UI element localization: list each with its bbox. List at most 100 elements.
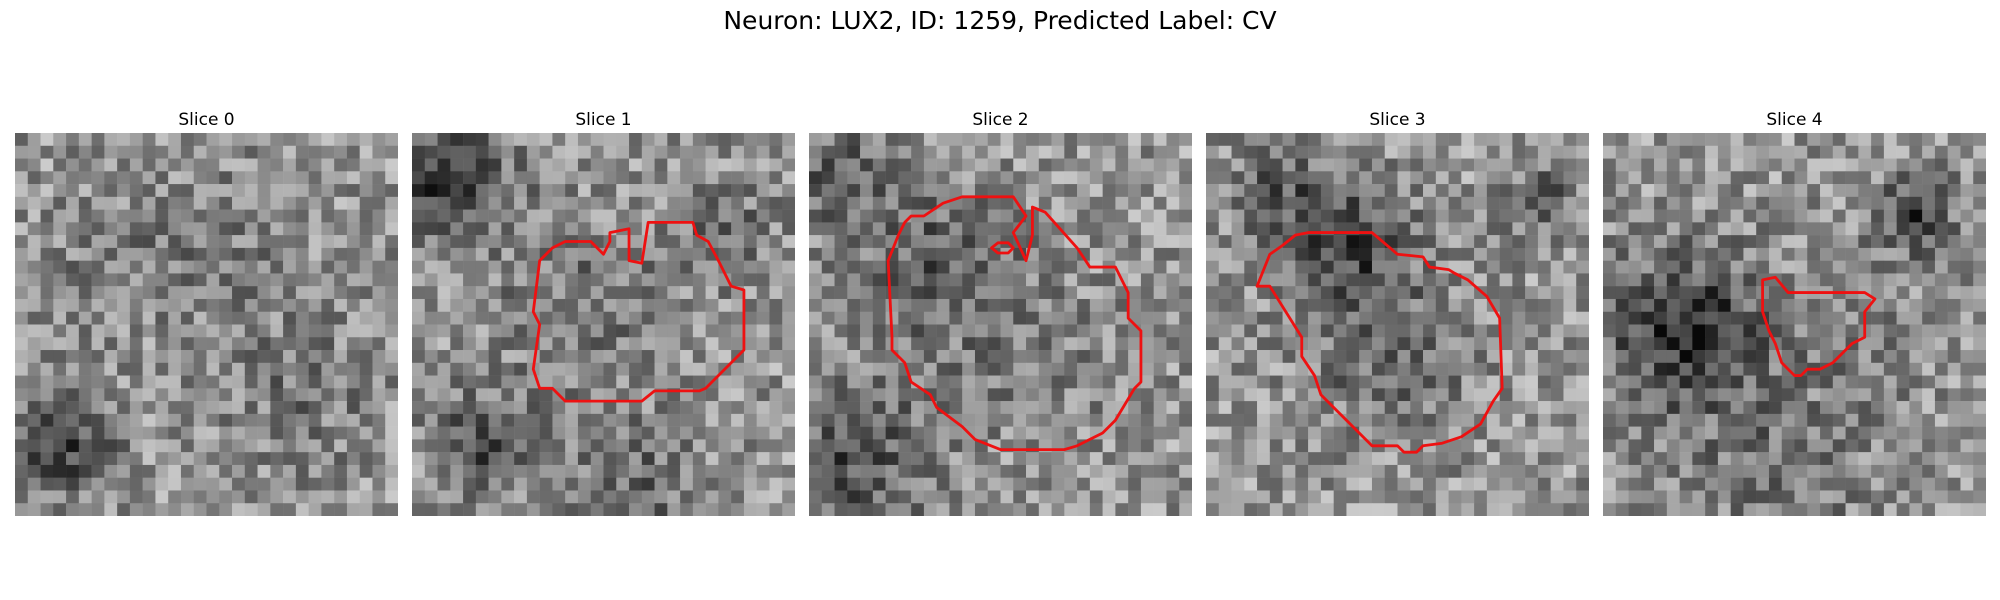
pixel <box>705 464 719 478</box>
pixel <box>1448 388 1462 402</box>
pixel <box>346 171 360 185</box>
pixel <box>1486 426 1500 440</box>
pixel <box>769 452 783 466</box>
pixel <box>1845 260 1859 274</box>
pixel <box>1000 286 1014 300</box>
pixel <box>731 439 745 453</box>
pixel <box>463 260 477 274</box>
pixel <box>1832 158 1846 172</box>
pixel <box>15 273 29 287</box>
pixel <box>1641 337 1655 351</box>
pixel <box>232 350 246 364</box>
pixel <box>641 375 655 389</box>
pixel <box>1717 413 1731 427</box>
pixel <box>680 362 694 376</box>
pixel <box>488 337 502 351</box>
pixel <box>692 196 706 210</box>
pixel <box>1435 196 1449 210</box>
pixel <box>821 464 835 478</box>
pixel <box>1153 311 1167 325</box>
pixel <box>629 247 643 261</box>
pixel <box>66 375 80 389</box>
pixel <box>1973 503 1986 516</box>
pixel <box>718 375 732 389</box>
pixel <box>1768 235 1782 249</box>
pixel <box>1064 375 1078 389</box>
pixel <box>1934 260 1948 274</box>
pixel <box>1807 311 1821 325</box>
pixel <box>1973 247 1986 261</box>
pixel <box>667 273 681 287</box>
pixel <box>756 158 770 172</box>
pixel <box>385 311 398 325</box>
pixel <box>1474 196 1488 210</box>
pixel <box>654 490 668 504</box>
pixel <box>680 452 694 466</box>
pixel <box>1768 184 1782 198</box>
pixel <box>1666 235 1680 249</box>
pixel <box>603 477 617 491</box>
pixel <box>1820 133 1834 147</box>
slice-image <box>412 133 795 516</box>
pixel <box>1743 477 1757 491</box>
pixel <box>78 286 92 300</box>
pixel <box>743 273 757 287</box>
pixel <box>1909 273 1923 287</box>
pixel <box>667 413 681 427</box>
pixel <box>155 337 169 351</box>
pixel <box>872 388 886 402</box>
pixel <box>1550 350 1564 364</box>
pixel <box>1282 260 1296 274</box>
pixel <box>308 477 322 491</box>
pixel <box>1333 171 1347 185</box>
pixel <box>295 273 309 287</box>
pixel <box>1384 298 1398 312</box>
pixel <box>1115 184 1129 198</box>
pixel <box>437 235 451 249</box>
pixel <box>501 222 515 236</box>
pixel <box>283 298 297 312</box>
pixel <box>321 273 335 287</box>
pixel <box>539 196 553 210</box>
pixel <box>1013 260 1027 274</box>
pixel <box>91 196 105 210</box>
pixel <box>1115 464 1129 478</box>
pixel <box>1512 362 1526 376</box>
pixel <box>1871 426 1885 440</box>
pixel <box>974 171 988 185</box>
pixel <box>1858 490 1872 504</box>
pixel <box>475 324 489 338</box>
pixel <box>1140 145 1154 159</box>
pixel <box>1858 388 1872 402</box>
pixel <box>1922 401 1936 415</box>
pixel <box>834 439 848 453</box>
pixel <box>78 133 92 147</box>
pixel <box>1257 184 1271 198</box>
pixel <box>27 388 41 402</box>
pixel <box>1448 401 1462 415</box>
pixel <box>1807 222 1821 236</box>
pixel <box>334 413 348 427</box>
pixel <box>1140 503 1154 516</box>
pixel <box>1397 260 1411 274</box>
pixel <box>488 184 502 198</box>
pixel <box>1140 388 1154 402</box>
pixel <box>180 209 194 223</box>
pixel <box>1244 209 1258 223</box>
pixel <box>1909 247 1923 261</box>
pixel <box>1550 298 1564 312</box>
pixel <box>1807 171 1821 185</box>
pixel <box>616 298 630 312</box>
pixel <box>1603 490 1617 504</box>
pixel <box>1089 286 1103 300</box>
pixel <box>705 388 719 402</box>
pixel <box>1973 222 1986 236</box>
pixel <box>321 477 335 491</box>
pixel <box>53 324 67 338</box>
pixel <box>1333 350 1347 364</box>
pixel <box>1179 362 1192 376</box>
pixel <box>1896 413 1910 427</box>
pixel <box>782 158 795 172</box>
pixel <box>539 413 553 427</box>
pixel <box>1896 171 1910 185</box>
